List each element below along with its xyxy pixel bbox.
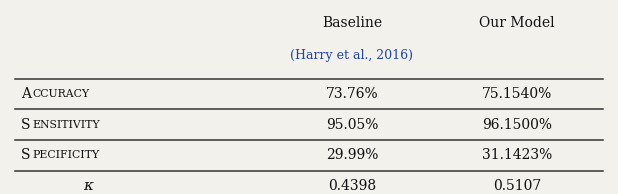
Text: ENSITIVITY: ENSITIVITY [33, 120, 100, 130]
Text: Our Model: Our Model [480, 16, 555, 30]
Text: (Harry et al., 2016): (Harry et al., 2016) [290, 49, 413, 62]
Text: 96.1500%: 96.1500% [482, 118, 552, 132]
Text: 75.1540%: 75.1540% [482, 87, 552, 101]
Text: A: A [21, 87, 31, 101]
Text: κ: κ [83, 179, 93, 193]
Text: CCURACY: CCURACY [33, 89, 90, 99]
Text: S: S [21, 118, 31, 132]
Text: 95.05%: 95.05% [326, 118, 378, 132]
Text: 0.5107: 0.5107 [493, 179, 541, 193]
Text: Baseline: Baseline [322, 16, 382, 30]
Text: 31.1423%: 31.1423% [482, 148, 552, 162]
Text: 0.4398: 0.4398 [328, 179, 376, 193]
Text: 29.99%: 29.99% [326, 148, 378, 162]
Text: 73.76%: 73.76% [326, 87, 378, 101]
Text: S: S [21, 148, 31, 162]
Text: PECIFICITY: PECIFICITY [33, 150, 100, 160]
